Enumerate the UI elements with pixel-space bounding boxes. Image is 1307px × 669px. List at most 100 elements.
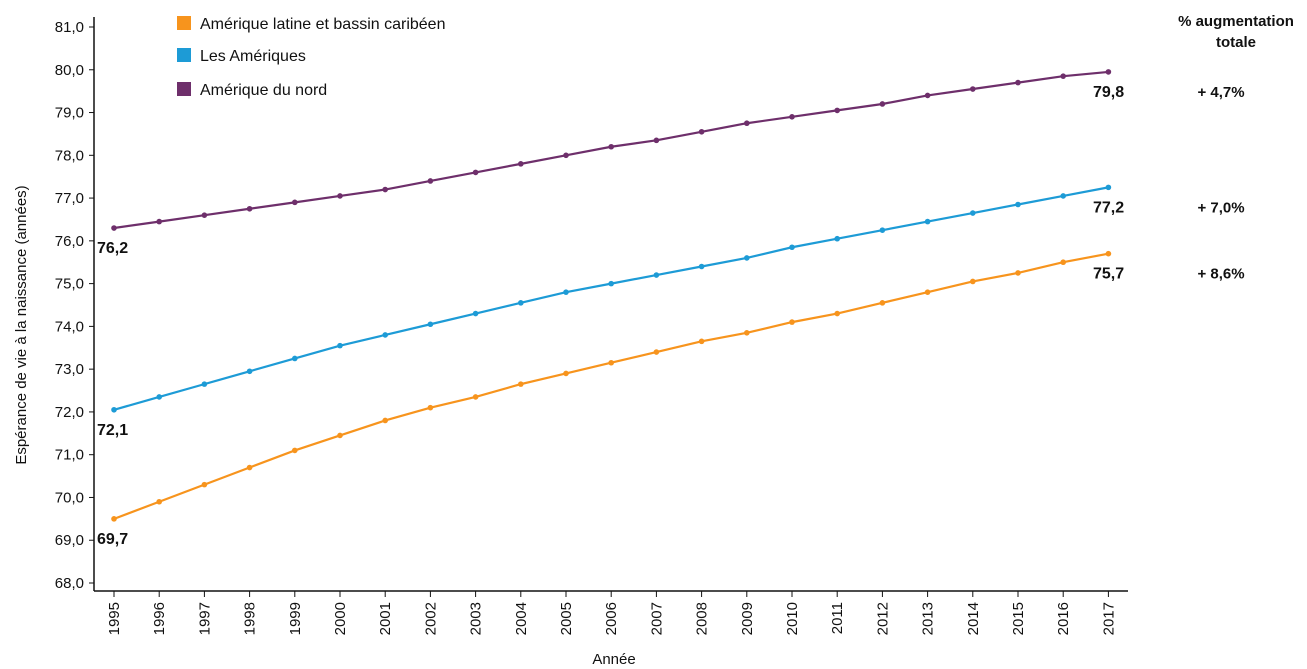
data-point	[1105, 250, 1112, 257]
data-point	[1015, 201, 1021, 208]
x-tick-label: 1996	[151, 602, 168, 635]
x-tick-label: 2009	[739, 602, 756, 635]
data-point	[246, 464, 253, 471]
x-tick-label: 2012	[874, 602, 891, 635]
y-tick-label: 77,0	[55, 190, 84, 207]
legend: Amérique latine et bassin caribéen Les Am…	[177, 16, 445, 99]
data-point	[744, 255, 750, 261]
x-tick-label: 2002	[422, 602, 439, 635]
data-point	[111, 516, 117, 522]
y-tick-label: 80,0	[55, 62, 84, 79]
legend-swatch	[177, 48, 191, 62]
y-tick-label: 68,0	[55, 575, 84, 592]
data-point	[924, 289, 931, 295]
data-point	[246, 368, 253, 375]
data-point	[834, 235, 840, 242]
x-tick-label: 2005	[558, 602, 575, 635]
data-point	[337, 193, 343, 199]
data-point	[834, 310, 840, 317]
data-point	[653, 349, 660, 355]
y-tick-label: 76,0	[55, 233, 84, 250]
data-point	[608, 359, 614, 366]
data-point	[563, 370, 569, 377]
data-point	[518, 161, 524, 167]
data-point	[744, 330, 750, 336]
data-point	[427, 178, 434, 184]
data-point	[1060, 193, 1066, 199]
data-point	[201, 381, 208, 387]
end-value-label: 77,2	[1093, 199, 1124, 216]
x-tick-label: 2011	[829, 602, 846, 634]
x-tick-label: 1997	[196, 602, 213, 635]
data-point	[518, 381, 524, 387]
data-point	[924, 218, 931, 225]
y-tick-label: 72,0	[55, 404, 84, 421]
x-tick-label: 2006	[603, 602, 620, 635]
x-tick-label: 2010	[784, 602, 801, 635]
data-point	[698, 128, 705, 135]
data-point	[879, 227, 886, 233]
x-tick-label: 1999	[287, 602, 304, 635]
x-tick-label: 2001	[377, 602, 394, 635]
data-point	[970, 86, 976, 92]
series-layer	[111, 69, 1112, 522]
start-value-label: 69,7	[97, 531, 128, 548]
end-value-label: 75,7	[1093, 266, 1124, 283]
x-tick-label: 2000	[332, 602, 349, 635]
data-point	[653, 272, 660, 278]
data-point	[292, 447, 298, 454]
y-tick-label: 71,0	[55, 447, 84, 464]
legend-label: Les Amériques	[200, 48, 306, 65]
pct-increase-label: + 4,7%	[1197, 84, 1244, 101]
pct-increase-label: + 7,0%	[1197, 199, 1244, 216]
legend-swatch	[177, 16, 191, 30]
data-point	[563, 289, 569, 295]
series-line	[113, 252, 1109, 520]
annotations: 69,7 75,7 + 8,6% 72,1 77,2 + 7,0% 76,2 79,8 + 4,…	[97, 13, 1294, 548]
data-point	[337, 432, 343, 439]
data-point	[292, 199, 298, 206]
data-point	[427, 404, 434, 411]
data-point	[156, 218, 162, 225]
y-tick-label: 73,0	[55, 361, 84, 378]
x-axis-title: Année	[592, 651, 635, 668]
data-point	[1060, 259, 1066, 266]
x-tick-label: 2013	[920, 602, 937, 635]
series-group	[111, 184, 1112, 413]
data-point	[698, 338, 705, 345]
data-point	[382, 417, 389, 424]
data-point	[879, 101, 886, 107]
data-point	[201, 212, 208, 218]
data-point	[970, 278, 976, 285]
data-point	[789, 114, 795, 120]
data-point	[1015, 79, 1021, 86]
data-point	[653, 137, 660, 144]
data-point	[608, 280, 614, 287]
data-point	[970, 210, 976, 216]
x-tick-label: 2015	[1010, 602, 1027, 635]
series-line	[113, 186, 1109, 411]
data-point	[156, 394, 162, 400]
data-point	[156, 498, 162, 505]
x-tick-label: 2008	[694, 602, 711, 635]
data-point	[789, 319, 795, 325]
data-point	[1105, 184, 1112, 191]
data-point	[834, 107, 840, 114]
end-value-label: 79,8	[1093, 84, 1124, 101]
axes	[93, 17, 1128, 592]
data-point	[518, 300, 524, 306]
data-point	[879, 300, 886, 306]
data-point	[744, 120, 750, 127]
y-tick-label: 69,0	[55, 532, 84, 549]
y-tick-label: 74,0	[55, 318, 84, 335]
y-tick-label: 70,0	[55, 489, 84, 506]
x-tick-label: 2016	[1055, 602, 1072, 635]
series-group	[111, 250, 1112, 522]
x-tick-label: 2003	[468, 602, 485, 635]
data-point	[608, 143, 614, 150]
data-point	[246, 205, 253, 212]
start-value-label: 72,1	[97, 422, 128, 439]
legend-swatch	[177, 82, 191, 96]
pct-increase-label: + 8,6%	[1197, 266, 1244, 283]
